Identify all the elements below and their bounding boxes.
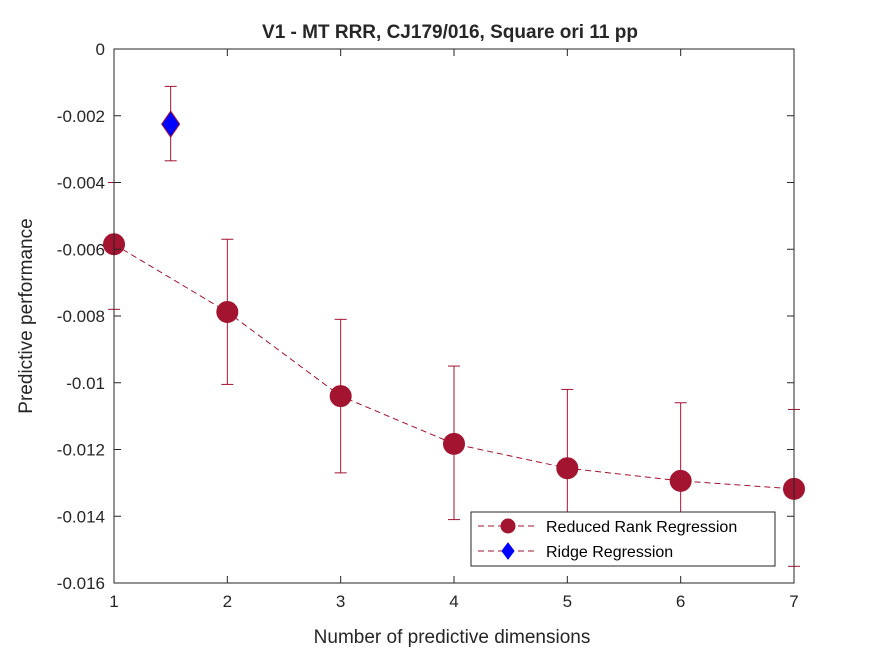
- legend-item-reduced-rank-regression: Reduced Rank Regression: [478, 518, 737, 536]
- data-point: [556, 457, 579, 480]
- legend-box: [470, 511, 776, 567]
- legend-label-reduced-rank-regression: Reduced Rank Regression: [546, 519, 737, 536]
- x-tick-label: 3: [336, 592, 345, 611]
- y-tick-label: -0.004: [57, 174, 105, 193]
- legend-label-ridge-regression: Ridge Regression: [546, 544, 673, 561]
- y-tick-label: -0.01: [66, 374, 105, 393]
- x-tick-label: 2: [223, 592, 232, 611]
- x-tick-label: 4: [449, 592, 458, 611]
- series-ridge-regression: [161, 85, 181, 162]
- data-point: [329, 385, 352, 408]
- legend: Reduced Rank Regression Ridge Regression: [470, 511, 776, 567]
- legend-marker-diamond: [501, 542, 515, 560]
- y-tick-label: -0.006: [57, 240, 105, 259]
- x-tick-label: 1: [109, 592, 118, 611]
- data-point: [443, 432, 465, 455]
- y-axis-label: Predictive performance: [16, 218, 37, 413]
- x-tick-label: 7: [789, 592, 798, 611]
- data-point-diamond: [161, 110, 181, 138]
- y-tick-label: -0.014: [57, 507, 105, 526]
- y-tick-label: -0.002: [57, 107, 105, 126]
- y-tick-label: -0.008: [57, 307, 105, 326]
- y-tick-label: -0.016: [57, 574, 105, 593]
- legend-marker-circle: [500, 518, 516, 534]
- x-tick-label: 6: [676, 592, 685, 611]
- chart-title: V1 - MT RRR, CJ179/016, Square ori 11 pp: [262, 22, 638, 43]
- y-tick-label: 0: [96, 40, 105, 59]
- x-axis-label: Number of predictive dimensions: [314, 627, 591, 648]
- x-tick-label: 5: [563, 592, 572, 611]
- legend-item-ridge-regression: Ridge Regression: [478, 542, 673, 561]
- ticks-layer: 1 2 3 4 5 6 7 0 -0.002 -0.004 -0.006 -0.008 -0.01 -0.…: [57, 40, 799, 611]
- data-point: [669, 469, 692, 492]
- data-point: [216, 300, 239, 323]
- y-tick-label: -0.012: [57, 441, 105, 460]
